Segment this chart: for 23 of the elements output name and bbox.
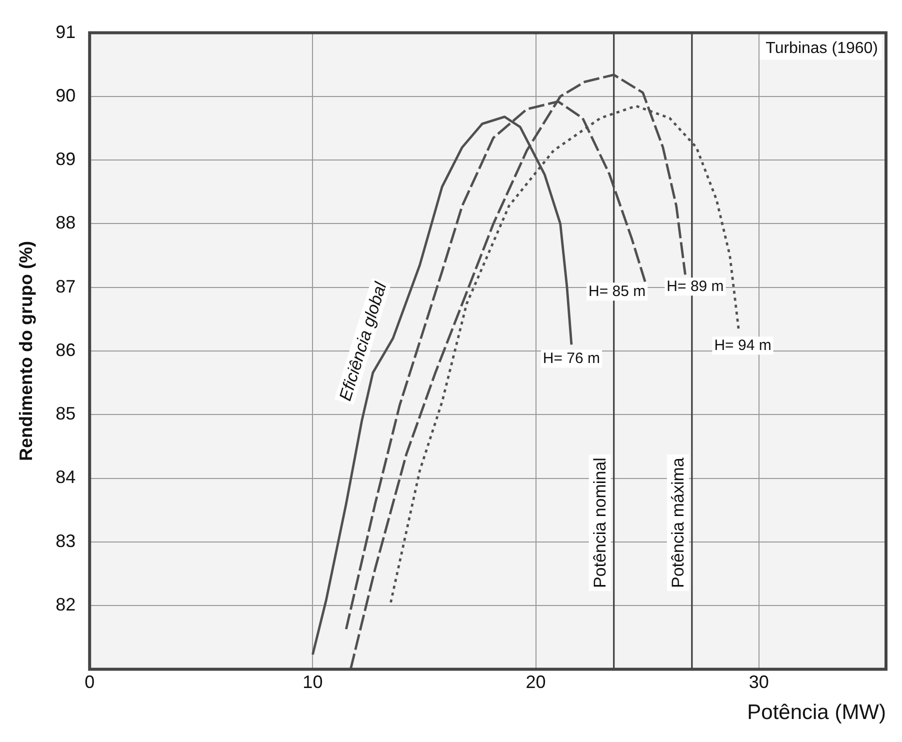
ref-line-label: Potência máxima xyxy=(668,457,688,588)
y-tick-label: 85 xyxy=(56,404,76,424)
series-label: H= 85 m xyxy=(588,282,646,300)
y-tick-label: 91 xyxy=(56,22,76,42)
y-tick-label: 83 xyxy=(56,530,76,551)
x-tick-label: 0 xyxy=(84,672,95,692)
y-tick-label: 86 xyxy=(56,340,76,360)
series-label: H= 89 m xyxy=(666,278,724,295)
chart-title: Turbinas (1960) xyxy=(766,40,878,58)
y-tick-label: 84 xyxy=(56,467,76,488)
x-tick-label: 30 xyxy=(748,672,769,692)
y-tick-label: 89 xyxy=(56,149,76,170)
x-tick-label: 10 xyxy=(302,672,323,692)
y-tick-label: 90 xyxy=(56,85,76,106)
series-label: H= 94 m xyxy=(714,336,772,354)
series-label: H= 76 m xyxy=(542,350,600,367)
ref-line-label: Potência nominal xyxy=(590,458,610,588)
x-tick-label: 20 xyxy=(526,672,546,692)
y-axis-title: Rendimento do grupo (%) xyxy=(16,241,36,461)
y-tick-label: 82 xyxy=(56,594,76,615)
x-axis-title: Potência (MW) xyxy=(747,701,886,724)
y-tick-label: 87 xyxy=(56,276,76,296)
y-tick-label: 88 xyxy=(56,212,76,233)
